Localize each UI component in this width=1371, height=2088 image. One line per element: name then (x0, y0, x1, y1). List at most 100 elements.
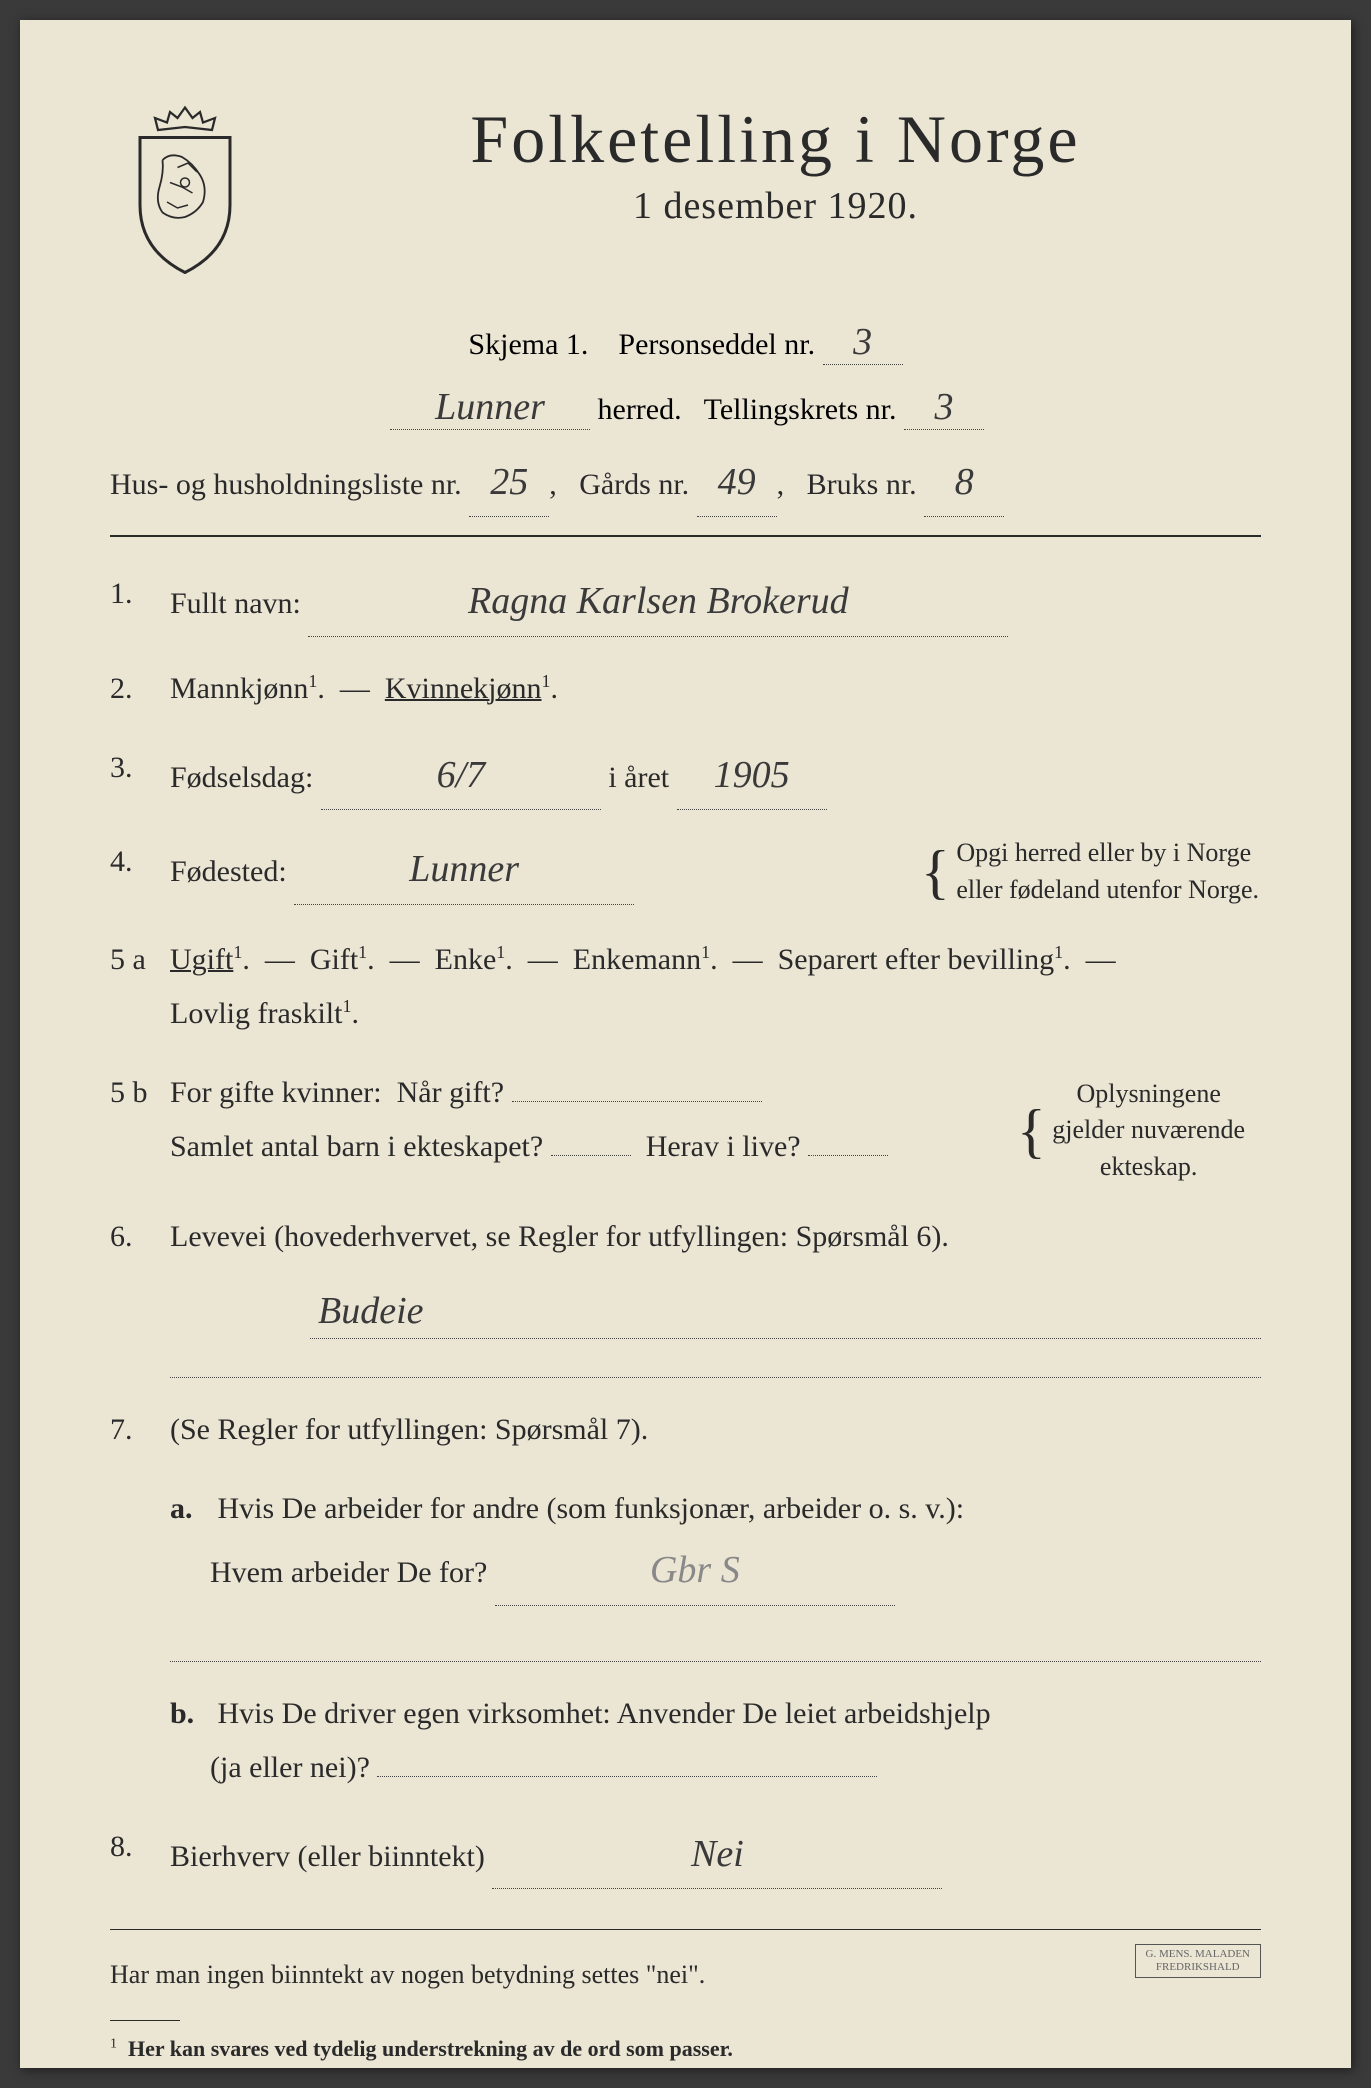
gards-label: Gårds nr. (579, 468, 689, 501)
footer-divider (110, 1929, 1261, 1930)
q5a-fraskilt: Lovlig fraskilt (170, 997, 342, 1030)
q4-note: { Opgi herred eller by i Norge eller fød… (921, 835, 1261, 908)
q5b-barn: Samlet antal barn i ekteskapet? (170, 1130, 543, 1163)
question-5a: 5 a Ugift1. — Gift1. — Enke1. — Enkemann… (110, 933, 1261, 1041)
q7a-label: a. (170, 1482, 210, 1536)
brace-left-5b: { (1017, 1107, 1046, 1155)
question-8: 8. Bierhverv (eller biinntekt) Nei (110, 1820, 1261, 1889)
stamp-line2: FREDRIKSHALD (1156, 1961, 1240, 1973)
footnote-text: Her kan svares ved tydelig understreknin… (128, 2036, 733, 2061)
q5b-label: For gifte kvinner: (170, 1076, 382, 1109)
skjema-label: Skjema 1. (468, 328, 588, 361)
q2-mann: Mannkjønn (170, 672, 308, 705)
coat-of-arms (110, 100, 260, 280)
footnote-divider (110, 2020, 180, 2021)
q5a-enke: Enke (435, 943, 497, 976)
question-4: 4. Fødested: Lunner { Opgi herred eller … (110, 835, 1261, 908)
q5a-enkemann: Enkemann (573, 943, 701, 976)
q5a-body: Ugift1. — Gift1. — Enke1. — Enkemann1. —… (170, 933, 1261, 1041)
q4-value: Lunner (294, 835, 634, 904)
question-7: 7. (Se Regler for utfyllingen: Spørsmål … (110, 1403, 1261, 1794)
husliste-nr: 25 (469, 448, 549, 517)
q7a-blank-line (170, 1626, 1261, 1662)
q2-kvinne: Kvinnekjønn (385, 672, 542, 705)
q8-value: Nei (492, 1820, 942, 1889)
bruks-label: Bruks nr. (807, 468, 917, 501)
q3-year: 1905 (677, 741, 827, 810)
q5b-herav: Herav i live? (646, 1130, 801, 1163)
tellingskrets-nr: 3 (904, 385, 984, 430)
herred-name: Lunner (390, 385, 590, 430)
crest-svg (110, 100, 260, 280)
q5b-barn-fill (551, 1120, 631, 1156)
brace-left: { (921, 848, 950, 896)
q6-blank-line (170, 1359, 1261, 1378)
question-2: 2. Mannkjønn1. — Kvinnekjønn1. (110, 662, 1261, 716)
main-divider (110, 535, 1261, 537)
bruks-nr: 8 (924, 448, 1004, 517)
q6-body: Levevei (hovederhvervet, se Regler for u… (170, 1210, 1261, 1264)
header: Folketelling i Norge 1 desember 1920. (110, 100, 1261, 280)
q1-body: Fullt navn: Ragna Karlsen Brokerud (170, 567, 1261, 636)
tellingskrets-label: Tellingskrets nr. (704, 393, 897, 426)
q6-value: Budeie (310, 1290, 432, 1332)
personseddel-nr: 3 (823, 320, 903, 365)
footnote: 1 Her kan svares ved tydelig understrekn… (110, 2036, 1261, 2062)
q7-label: (Se Regler for utfyllingen: Spørsmål 7). (170, 1413, 648, 1446)
q5a-gift: Gift (310, 943, 358, 976)
q7a-value: Gbr S (495, 1536, 895, 1605)
q8-num: 8. (110, 1820, 170, 1889)
q7b-fill (377, 1741, 877, 1777)
q7b-question: (ja eller nei)? (210, 1751, 370, 1784)
q7b-label: b. (170, 1687, 210, 1741)
husliste-line: Hus- og husholdningsliste nr. 25, Gårds … (110, 448, 1261, 517)
herred-line: Lunner herred. Tellingskrets nr. 3 (110, 385, 1261, 430)
stamp-line1: G. MENS. MALADEN (1146, 1948, 1251, 1960)
herred-label: herred. (598, 393, 682, 426)
q5b-naar: Når gift? (397, 1076, 504, 1109)
q7b-text: Hvis De driver egen virksomhet: Anvender… (218, 1697, 991, 1730)
q5b-note: { Oplysningene gjelder nuværende ekteska… (1001, 1076, 1261, 1185)
q5b-note-line1: Oplysningene (1076, 1079, 1220, 1108)
q7a-text: Hvis De arbeider for andre (som funksjon… (218, 1492, 965, 1525)
q2-body: Mannkjønn1. — Kvinnekjønn1. (170, 662, 1261, 716)
q7b: b. Hvis De driver egen virksomhet: Anven… (170, 1687, 1261, 1795)
q6-label: Levevei (hovederhvervet, se Regler for u… (170, 1220, 949, 1253)
q7-num: 7. (110, 1403, 170, 1794)
q1-value: Ragna Karlsen Brokerud (308, 567, 1008, 636)
question-1: 1. Fullt navn: Ragna Karlsen Brokerud (110, 567, 1261, 636)
question-5b: 5 b { Oplysningene gjelder nuværende ekt… (110, 1066, 1261, 1185)
q4-num: 4. (110, 835, 170, 908)
q7-body: (Se Regler for utfyllingen: Spørsmål 7).… (170, 1403, 1261, 1794)
main-title: Folketelling i Norge (290, 100, 1261, 179)
husliste-label: Hus- og husholdningsliste nr. (110, 468, 462, 501)
q5b-herav-fill (808, 1120, 888, 1156)
q8-label: Bierhverv (eller biinntekt) (170, 1840, 485, 1873)
q6-num: 6. (110, 1210, 170, 1264)
q4-body: Fødested: Lunner { Opgi herred eller by … (170, 835, 1261, 908)
q4-note-text: Opgi herred eller by i Norge eller fødel… (956, 835, 1259, 908)
q5b-naar-fill (512, 1066, 762, 1102)
personseddel-label: Personseddel nr. (618, 328, 815, 361)
q5a-ugift: Ugift (170, 943, 233, 976)
q5a-num: 5 a (110, 933, 170, 1041)
q4-label: Fødested: (170, 855, 287, 888)
printer-stamp: G. MENS. MALADEN FREDRIKSHALD (1135, 1944, 1262, 1978)
q4-note-line2: eller fødeland utenfor Norge. (956, 875, 1259, 904)
footer-note: Har man ingen biinntekt av nogen betydni… (110, 1960, 1261, 1990)
q3-label: Fødselsdag: (170, 761, 313, 794)
question-3: 3. Fødselsdag: 6/7 i året 1905 (110, 741, 1261, 810)
q3-day: 6/7 (321, 741, 601, 810)
subtitle: 1 desember 1920. (290, 184, 1261, 228)
q6-value-line: Budeie (310, 1289, 1261, 1339)
question-6: 6. Levevei (hovederhvervet, se Regler fo… (110, 1210, 1261, 1264)
q5b-note-line3: ekteskap. (1100, 1152, 1197, 1181)
q8-body: Bierhverv (eller biinntekt) Nei (170, 1820, 1261, 1889)
q3-year-label: i året (608, 761, 669, 794)
q5b-body: { Oplysningene gjelder nuværende ekteska… (170, 1066, 1261, 1185)
q5b-note-text: Oplysningene gjelder nuværende ekteskap. (1052, 1076, 1245, 1185)
q7a: a. Hvis De arbeider for andre (som funks… (170, 1482, 1261, 1605)
q5b-note-line2: gjelder nuværende (1052, 1115, 1245, 1144)
title-block: Folketelling i Norge 1 desember 1920. (290, 100, 1261, 228)
gards-nr: 49 (697, 448, 777, 517)
